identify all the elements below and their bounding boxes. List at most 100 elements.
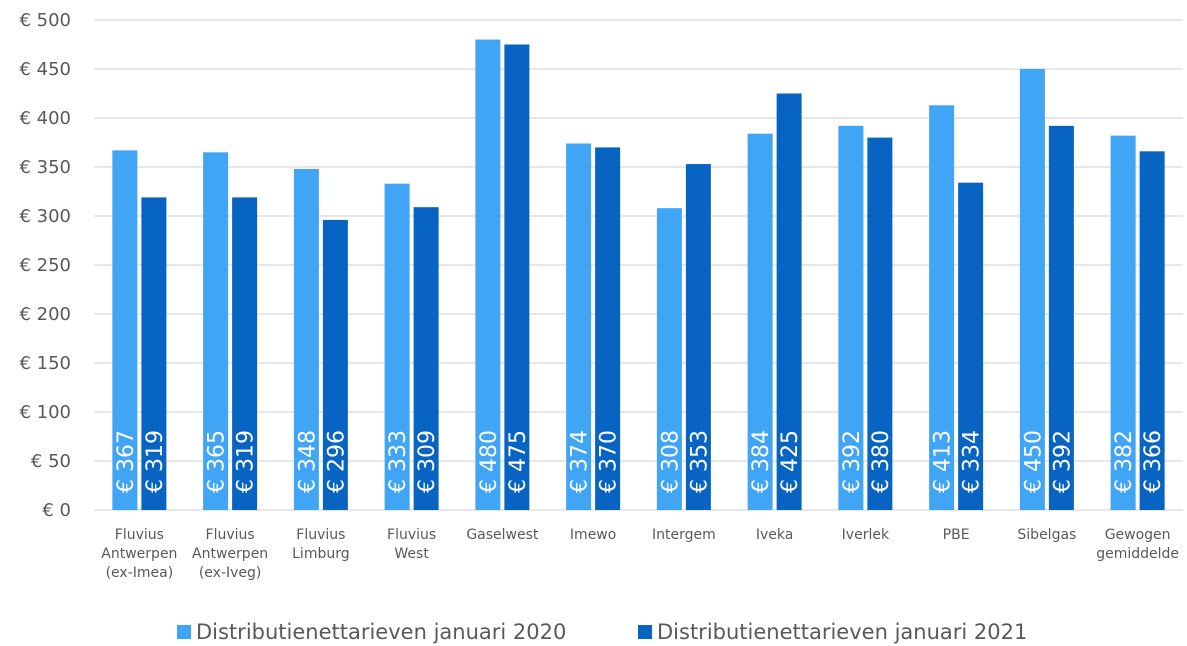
x-tick-label: Iverlek [842,527,890,543]
x-tick-label: Fluvius Antwerpen (ex-Iveg) [192,527,268,581]
bars: € 367 € 319 € 365 € 319 € 348 € 296 € 333 € 309… [112,39,1166,511]
data-label: € 348 [295,430,320,493]
bar [958,182,984,510]
legend-swatch [638,625,652,639]
legend-item: Distributienettarieven januari 2021 [638,620,1027,644]
bar [504,44,530,510]
bar [867,137,893,510]
y-tick-label: € 300 [19,206,71,227]
bar [475,39,501,510]
data-label: € 367 [114,430,139,493]
data-label: € 366 [1141,430,1166,493]
data-label: € 374 [568,430,593,493]
y-tick-label: € 250 [19,255,71,276]
x-tick-label-line: Limburg [292,546,349,562]
bar [776,93,802,510]
x-tick-label-line: Iveka [756,527,793,543]
y-tick-label: € 0 [42,500,71,521]
bar [322,219,348,511]
bar [747,133,773,510]
data-label: € 392 [1050,430,1075,493]
x-tick-label: PBE [943,527,970,543]
x-tick-label-line: PBE [943,527,970,543]
x-tick-label-line: Fluvius [206,527,255,543]
y-tick-label: € 50 [31,451,71,472]
y-tick-label: € 350 [19,157,71,178]
bar [1110,135,1136,510]
data-label: € 425 [778,430,803,493]
x-tick-label: Fluvius Limburg [292,527,349,562]
y-tick-label: € 450 [19,59,71,80]
y-axis: € 0 € 50 € 100 € 150 € 200 € 250 € 300 € 350 € 4… [19,10,71,521]
bar [656,208,682,510]
data-label: € 319 [234,430,259,493]
y-tick-label: € 200 [19,304,71,325]
bar [566,143,592,511]
data-label: € 380 [869,430,894,493]
x-tick-label: Gaselwest [466,527,539,543]
x-tick-label-line: Gaselwest [466,527,539,543]
y-tick-label: € 500 [19,10,71,31]
data-label: € 308 [658,430,683,493]
x-tick-label: Fluvius West [387,527,436,562]
x-tick-label-line: Sibelgas [1017,527,1076,543]
x-tick-label-line: Intergem [652,527,716,543]
bar [232,197,258,510]
x-tick-label-line: gemiddelde [1096,546,1179,562]
data-label: € 370 [597,430,622,493]
x-tick-label: Intergem [652,527,716,543]
bar [1139,151,1165,510]
data-label: € 333 [386,430,411,493]
legend-label: Distributienettarieven januari 2020 [196,620,566,644]
legend-swatch [177,625,191,639]
data-label: € 475 [506,430,531,493]
x-tick-label: Gewogen gemiddelde [1096,527,1179,562]
x-tick-label-line: Antwerpen [101,546,177,562]
bar [1048,125,1074,510]
x-tick-label-line: Iverlek [842,527,890,543]
bar [595,147,621,510]
bar [838,125,864,510]
legend: Distributienettarieven januari 2020 Distr… [177,620,1027,644]
data-label: € 392 [840,430,865,493]
data-label: € 309 [415,430,440,493]
x-tick-label: Sibelgas [1017,527,1076,543]
data-label: € 450 [1021,430,1046,493]
bar [929,105,955,510]
data-label: € 480 [477,430,502,493]
bar [112,150,138,510]
gridlines [94,19,1183,511]
legend-item: Distributienettarieven januari 2020 [177,620,566,644]
data-label: € 382 [1112,430,1137,493]
x-tick-label-line: Fluvius [387,527,436,543]
x-tick-label: Iveka [756,527,793,543]
bar [293,168,319,510]
y-tick-label: € 100 [19,402,71,423]
bar [685,164,711,510]
x-tick-label-line: Antwerpen [192,546,268,562]
x-tick-label-line: Fluvius [115,527,164,543]
x-tick-label-line: (ex-Iveg) [199,565,262,581]
data-label: € 319 [143,430,168,493]
x-tick-label-line: West [394,546,429,562]
x-axis: Fluvius Antwerpen (ex-Imea) Fluvius Antwerpe… [101,527,1179,581]
data-label: € 384 [749,430,774,493]
x-tick-label: Imewo [570,527,616,543]
legend-label: Distributienettarieven januari 2021 [657,620,1027,644]
data-label: € 353 [687,430,712,493]
y-tick-label: € 400 [19,108,71,129]
data-label: € 334 [960,430,985,493]
x-tick-label-line: Fluvius [296,527,345,543]
x-tick-label-line: (ex-Imea) [106,565,174,581]
bar [384,183,410,510]
data-label: € 296 [324,430,349,493]
x-tick-label-line: Gewogen [1105,527,1171,543]
bar [141,197,167,510]
bar [203,152,229,511]
data-label: € 365 [205,430,230,493]
y-tick-label: € 150 [19,353,71,374]
x-tick-label: Fluvius Antwerpen (ex-Imea) [101,527,177,581]
x-tick-label-line: Imewo [570,527,616,543]
bar [1019,69,1045,510]
